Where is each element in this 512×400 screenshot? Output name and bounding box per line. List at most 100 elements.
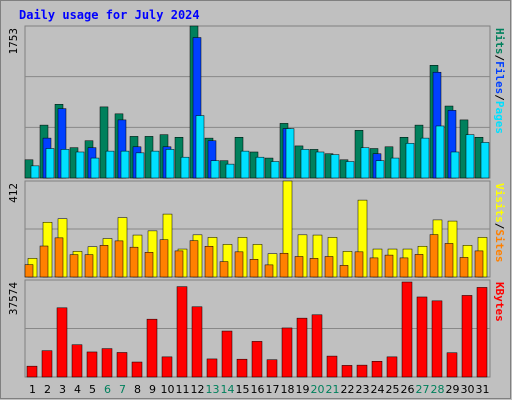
x-tick-label-day-17: 17	[266, 383, 280, 396]
bar-kbytes-day-8	[131, 361, 143, 378]
bar-sites-day-11	[174, 250, 184, 278]
bar-sites-day-24	[369, 257, 379, 278]
x-tick-label-day-4: 4	[74, 383, 81, 396]
bar-kbytes-day-2	[41, 350, 53, 378]
x-tick-label-day-2: 2	[44, 383, 51, 396]
bar-sites-day-31	[474, 250, 484, 278]
legend-entry: Pages	[493, 101, 506, 134]
x-tick-label-day-27: 27	[416, 383, 430, 396]
x-tick-label-day-14: 14	[221, 383, 235, 396]
bar-sites-day-2	[39, 245, 49, 278]
bar-kbytes-day-1	[26, 365, 38, 378]
bar-sites-day-16	[249, 259, 259, 278]
bar-sites-day-7	[114, 240, 124, 278]
bar-kbytes-day-23	[356, 364, 368, 378]
bar-kbytes-day-10	[161, 356, 173, 378]
bar-kbytes-day-26	[401, 281, 413, 378]
bar-kbytes-day-29	[446, 352, 458, 378]
legend-entry: Visits	[493, 183, 506, 223]
x-tick-label-day-16: 16	[251, 383, 265, 396]
bar-kbytes-day-7	[116, 352, 128, 378]
chart-title: Daily usage for July 2024	[19, 8, 200, 22]
bar-sites-day-14	[219, 261, 229, 278]
bar-kbytes-day-5	[86, 351, 98, 378]
bar-pages-day-23	[360, 147, 370, 179]
bar-pages-day-31	[480, 142, 490, 179]
legend-label: KBytes	[493, 282, 506, 322]
bar-pages-day-17	[270, 161, 280, 179]
x-tick-label-day-21: 21	[326, 383, 340, 396]
bar-pages-day-13	[210, 160, 220, 179]
bar-sites-day-28	[429, 234, 439, 278]
bar-sites-day-17	[264, 264, 274, 278]
bar-kbytes-day-16	[251, 341, 263, 378]
y-axis-max-label: 412	[7, 183, 20, 203]
bar-hits-day-6	[99, 106, 109, 179]
bar-pages-day-15	[240, 150, 250, 179]
bar-pages-day-7	[120, 150, 130, 179]
legend-entry: KBytes	[493, 282, 506, 322]
x-tick-label-day-6: 6	[104, 383, 111, 396]
bar-sites-day-20	[309, 258, 319, 278]
bar-sites-day-29	[444, 243, 454, 278]
bar-pages-day-20	[315, 151, 325, 179]
bar-pages-day-2	[45, 148, 55, 179]
bar-pages-day-10	[165, 149, 175, 179]
bar-kbytes-day-22	[341, 365, 353, 378]
bar-pages-day-9	[150, 150, 160, 179]
bar-pages-day-26	[405, 143, 415, 179]
bar-kbytes-day-15	[236, 358, 248, 378]
bar-kbytes-day-18	[281, 327, 293, 378]
bar-kbytes-day-14	[221, 330, 233, 378]
bar-kbytes-day-27	[416, 296, 428, 378]
bar-sites-day-30	[459, 257, 469, 278]
x-tick-label-day-22: 22	[341, 383, 355, 396]
x-tick-label-day-7: 7	[119, 383, 126, 396]
legend-entry: /	[493, 55, 506, 62]
bar-pages-day-5	[90, 157, 100, 179]
x-tick-label-day-24: 24	[371, 383, 385, 396]
bar-kbytes-day-6	[101, 348, 113, 378]
x-tick-label-day-15: 15	[236, 383, 250, 396]
x-tick-label-day-3: 3	[59, 383, 66, 396]
bar-sites-day-25	[384, 254, 394, 278]
x-tick-label-day-12: 12	[191, 383, 205, 396]
x-tick-label-day-11: 11	[176, 383, 190, 396]
x-tick-label-day-8: 8	[134, 383, 141, 396]
bar-sites-day-27	[414, 254, 424, 278]
bar-sites-day-26	[399, 257, 409, 278]
bar-sites-day-23	[354, 251, 364, 278]
bar-kbytes-day-9	[146, 318, 158, 378]
bar-kbytes-day-21	[326, 355, 338, 378]
bar-pages-day-1	[30, 165, 40, 179]
x-tick-label-day-9: 9	[149, 383, 156, 396]
bar-sites-day-8	[129, 246, 139, 278]
y-axis-max-label: 37574	[7, 282, 20, 315]
legend-label: Visits/Sites	[493, 183, 506, 263]
bar-pages-day-27	[420, 137, 430, 179]
bar-sites-day-19	[294, 256, 304, 278]
bar-kbytes-day-28	[431, 300, 443, 378]
x-tick-label-day-23: 23	[356, 383, 370, 396]
bar-pages-day-30	[465, 134, 475, 179]
bar-pages-day-11	[180, 156, 190, 179]
legend-label: Hits/Files/Pages	[493, 28, 506, 134]
bar-sites-day-4	[69, 254, 79, 278]
x-tick-label-day-18: 18	[281, 383, 295, 396]
bar-kbytes-day-17	[266, 359, 278, 378]
bar-kbytes-day-30	[461, 295, 473, 378]
bar-pages-day-14	[225, 163, 235, 179]
bar-kbytes-day-24	[371, 361, 383, 378]
bar-pages-day-19	[300, 149, 310, 179]
bar-sites-day-18	[279, 252, 289, 278]
bar-sites-day-1	[24, 264, 34, 278]
bar-kbytes-day-31	[476, 287, 488, 378]
bar-kbytes-day-4	[71, 344, 83, 378]
bar-sites-day-10	[159, 239, 169, 278]
bar-pages-day-3	[60, 149, 70, 179]
x-tick-label-day-1: 1	[29, 383, 36, 396]
x-axis-day-labels: 1 2 3 4 5 6 7 8 9 10 11 12 13 14 15 16 17 18 19 20 21 22 23 24 2…	[29, 383, 490, 396]
